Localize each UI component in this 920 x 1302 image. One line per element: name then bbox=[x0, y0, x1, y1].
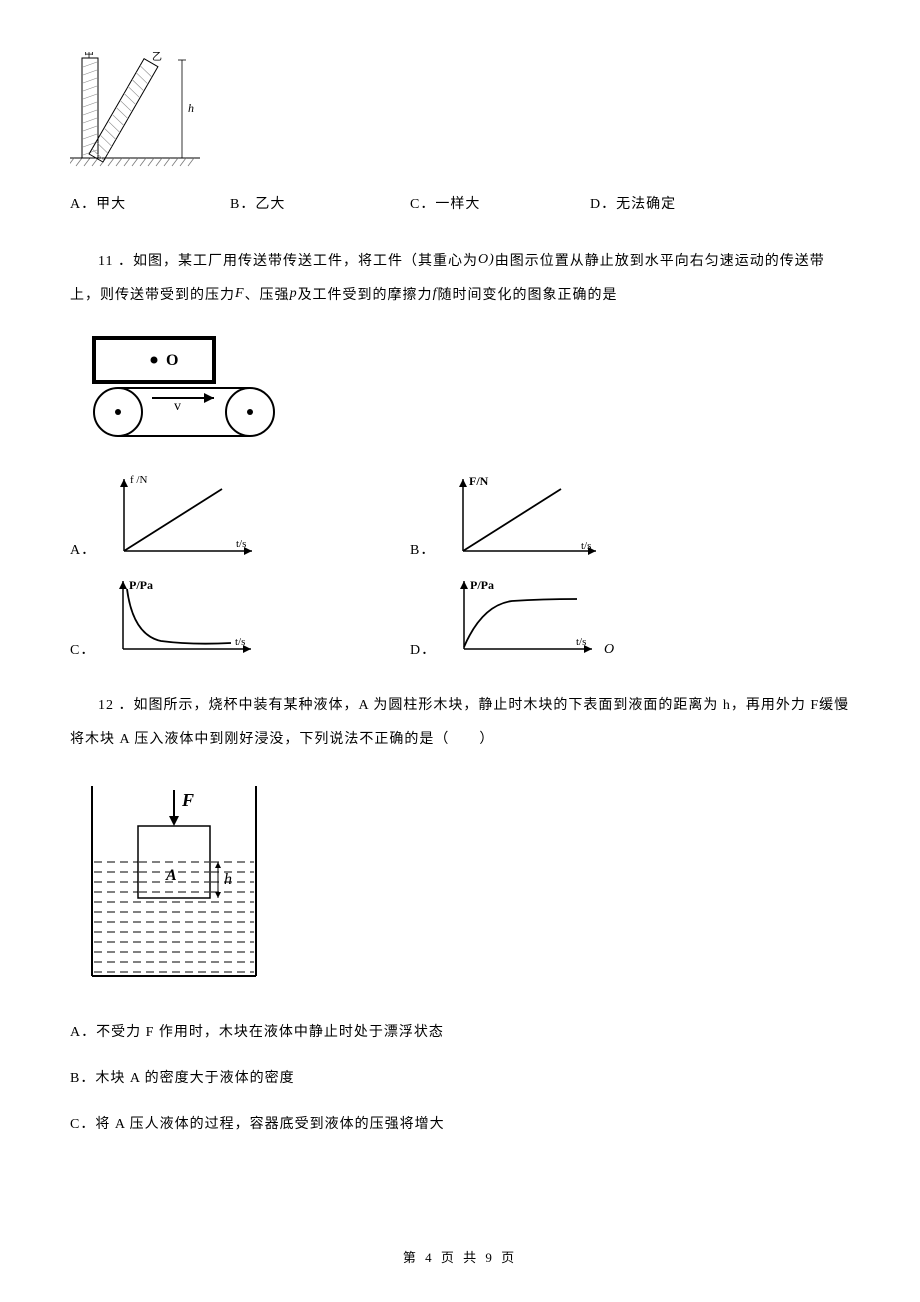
q12-diagram: A F h bbox=[70, 776, 850, 991]
q11-conveyor-diagram: O v bbox=[70, 332, 850, 447]
q11-graph-row-1: A． f /N t/s B． F/N t/s bbox=[70, 471, 850, 561]
graph-a-label: A． bbox=[70, 539, 96, 561]
q10-opt-a: A．甲大 bbox=[70, 193, 230, 213]
q12-opt-a: A．不受力 F 作用时，木块在液体中静止时处于漂浮状态 bbox=[70, 1021, 850, 1041]
svg-text:O: O bbox=[166, 352, 178, 369]
q10-diagram: h 甲 乙 bbox=[70, 52, 850, 177]
svg-text:h: h bbox=[224, 871, 232, 888]
svg-text:O: O bbox=[604, 642, 614, 657]
q10-opt-b: B．乙大 bbox=[230, 193, 410, 213]
beaker-svg: A F h bbox=[74, 776, 274, 986]
svg-text:F/N: F/N bbox=[469, 474, 489, 488]
q10-opt-d: D．无法确定 bbox=[590, 193, 676, 213]
page-footer: 第 4 页 共 9 页 bbox=[0, 1247, 920, 1266]
svg-text:F: F bbox=[181, 790, 194, 810]
yi-label: 乙 bbox=[152, 52, 162, 63]
svg-text:t/s: t/s bbox=[235, 636, 245, 648]
svg-text:t/s: t/s bbox=[576, 636, 586, 648]
h-label: h bbox=[188, 101, 194, 115]
graph-c-svg: P/Pa t/s bbox=[101, 575, 261, 661]
conveyor-svg: O v bbox=[74, 332, 294, 442]
q12-opt-b: B．木块 A 的密度大于液体的密度 bbox=[70, 1067, 850, 1087]
jia-label: 甲 bbox=[84, 52, 94, 60]
q12-text: 12 ．如图所示，烧杯中装有某种液体，A 为圆柱形木块，静止时木块的下表面到液面… bbox=[70, 689, 850, 756]
svg-text:v: v bbox=[174, 399, 181, 414]
svg-text:P/Pa: P/Pa bbox=[129, 578, 153, 592]
graph-d-label: D． bbox=[410, 639, 436, 661]
tubes-svg: h 甲 乙 bbox=[70, 52, 200, 172]
svg-text:P/Pa: P/Pa bbox=[470, 578, 494, 592]
q10-options: A．甲大 B．乙大 C．一样大 D．无法确定 bbox=[70, 193, 850, 213]
q12-opt-c: C．将 A 压人液体的过程，容器底受到液体的压强将增大 bbox=[70, 1113, 850, 1133]
svg-text:t/s: t/s bbox=[236, 538, 246, 550]
graph-b-label: B． bbox=[410, 539, 435, 561]
graph-a-svg: f /N t/s bbox=[102, 471, 262, 561]
svg-text:f /N: f /N bbox=[130, 474, 147, 486]
svg-text:A: A bbox=[165, 867, 177, 884]
graph-d-svg: P/Pa t/s O bbox=[442, 575, 632, 661]
graph-c-label: C． bbox=[70, 639, 95, 661]
graph-b-svg: F/N t/s bbox=[441, 471, 611, 561]
q11-graph-row-2: C． P/Pa t/s D． P/Pa t/s O bbox=[70, 575, 850, 661]
svg-text:t/s: t/s bbox=[581, 540, 591, 552]
q11-text: 11 ．如图，某工厂用传送带传送工件，将工件（其重心为O)由图示位置从静止放到水… bbox=[70, 245, 850, 312]
q10-opt-c: C．一样大 bbox=[410, 193, 590, 213]
